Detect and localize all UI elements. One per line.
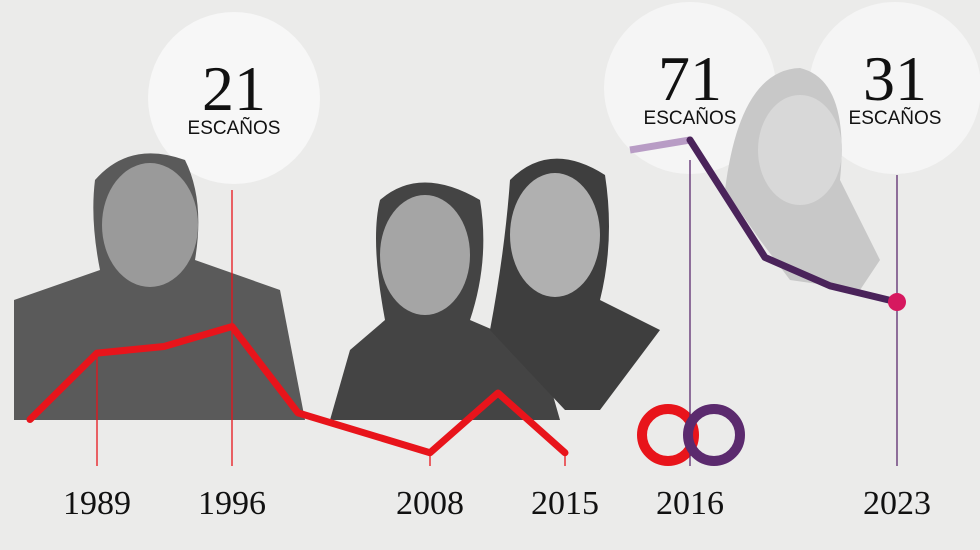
x-tick-label: 2016: [656, 485, 724, 522]
logo-ring: [637, 404, 699, 466]
lead-in-line: [629, 136, 691, 154]
seats-number: 21: [202, 53, 266, 124]
x-tick-label: 2023: [863, 485, 931, 522]
seats-number: 71: [658, 43, 722, 114]
seats-unit: ESCAÑOS: [849, 107, 942, 129]
logo-ring: [683, 404, 745, 466]
bubble: [604, 2, 776, 174]
bubble: [148, 12, 320, 184]
x-tick-label: 1996: [198, 485, 266, 522]
seats-unit: ESCAÑOS: [644, 107, 737, 129]
portrait: [490, 158, 660, 410]
seats-number: 31: [863, 43, 927, 114]
x-tick-label: 2008: [396, 485, 464, 522]
portrait: [725, 68, 880, 290]
x-tick-label: 1989: [63, 485, 131, 522]
seats-line: [26, 323, 569, 457]
seats-unit: ESCAÑOS: [188, 117, 281, 139]
bubble: [809, 2, 980, 174]
portrait: [330, 182, 560, 420]
x-tick-label: 2015: [531, 485, 599, 522]
seats-line: [686, 136, 901, 306]
end-dot: [888, 293, 906, 312]
